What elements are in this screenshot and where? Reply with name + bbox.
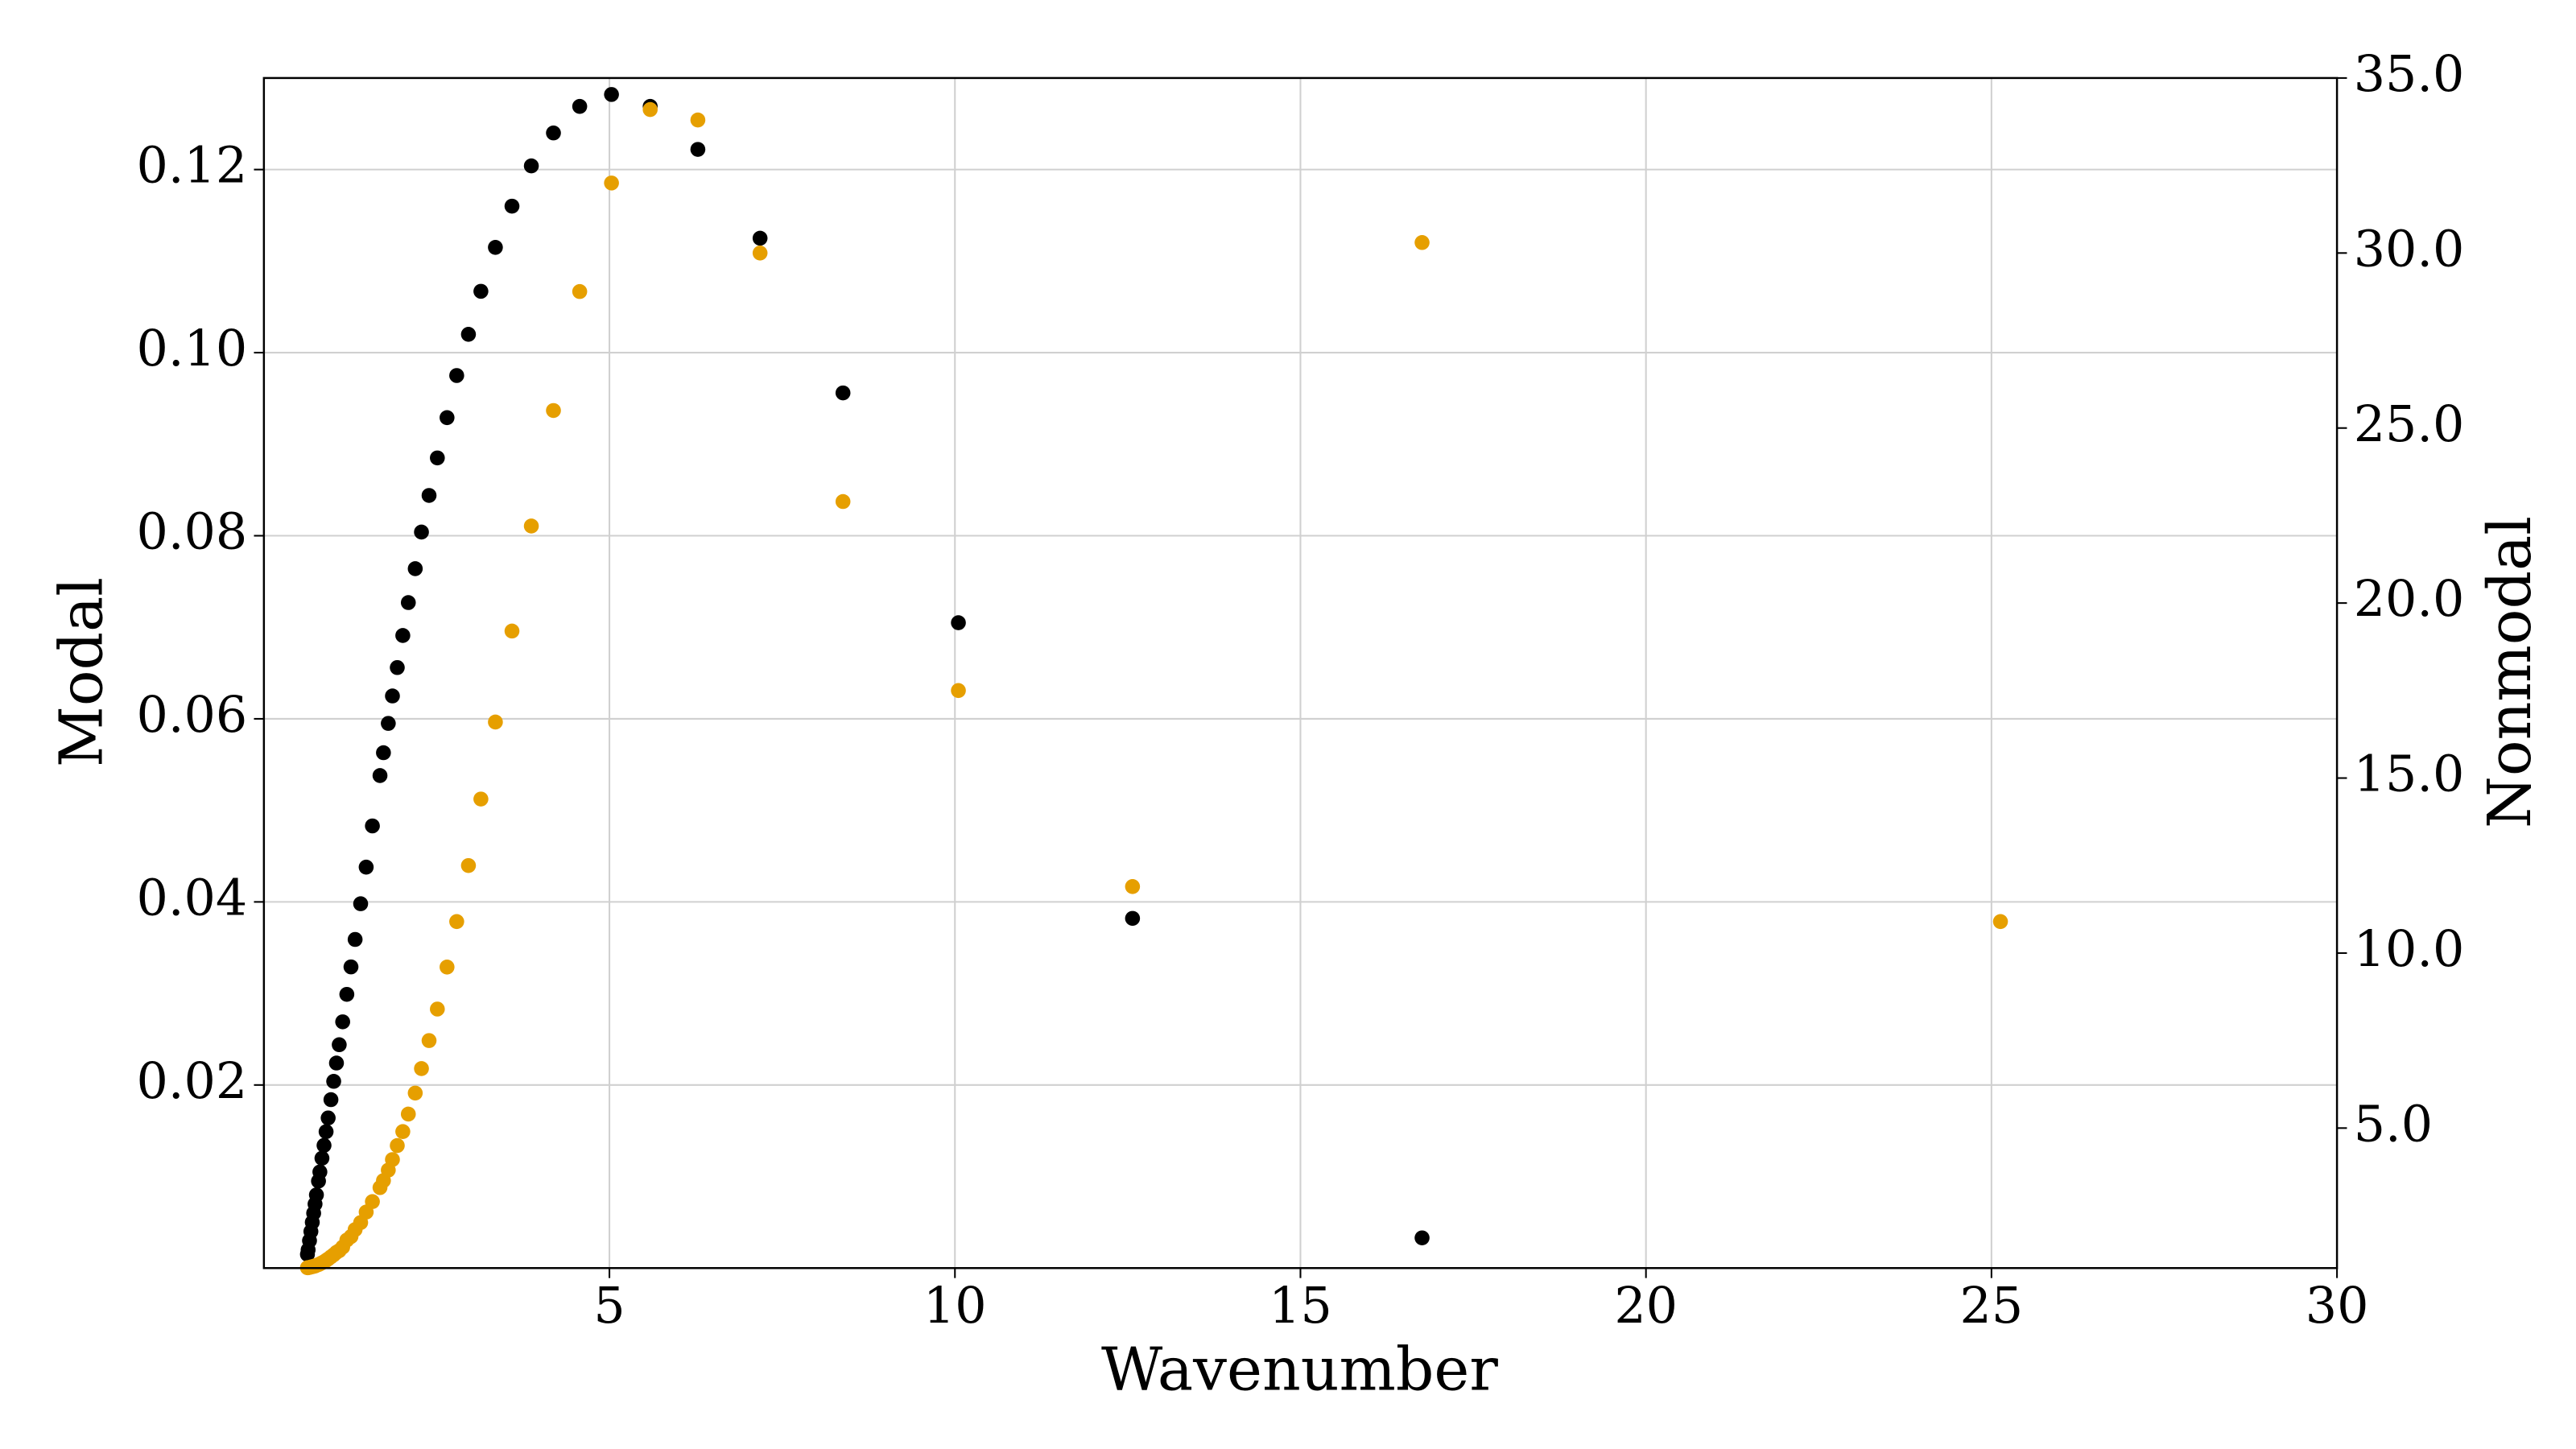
point [690,112,706,128]
point [835,493,851,510]
point [376,745,391,761]
point [449,368,464,383]
point [473,791,489,807]
point [395,1124,411,1139]
point [488,714,503,730]
point [372,768,388,783]
plot-frame [262,76,2339,1269]
point [372,1179,388,1195]
point [1125,879,1141,894]
point [1992,914,2008,930]
point [339,986,355,1002]
point [326,1073,341,1089]
point [752,230,768,246]
point [473,283,489,299]
point [1414,1230,1430,1246]
y-tick-label: 0.12 [137,137,248,195]
point [332,1037,347,1053]
x-tick-label: 25 [1960,1277,2024,1335]
point [335,1014,350,1030]
point [328,1055,345,1071]
x-axis-label: Wavenumber [1101,1335,1498,1405]
point [604,87,619,102]
point [488,240,503,255]
point [385,688,400,704]
point [642,101,658,118]
y-tick-label: 0.06 [137,686,248,744]
y-tick-label: 0.02 [137,1052,248,1110]
x-tick-label: 30 [2306,1277,2369,1335]
point [1414,234,1430,250]
point [358,859,374,875]
point [414,524,429,540]
point [440,410,455,426]
point [572,283,588,299]
x-tick-label: 10 [923,1277,987,1335]
point [407,561,423,576]
point [546,402,561,419]
point [523,158,539,174]
y2-tick-label: 10.0 [2354,920,2465,978]
point [604,175,619,191]
point [414,1061,429,1076]
point [523,518,539,534]
point [400,1106,416,1122]
point [314,1150,330,1166]
points [299,87,2008,1276]
point [353,896,369,911]
y-tick-label: 0.10 [137,320,248,378]
y2-axis-label: Nonmodal [2475,516,2545,828]
y2-tick-label: 25.0 [2354,395,2465,453]
y-tick-label: 0.08 [137,503,248,561]
point [572,98,588,114]
point [690,142,706,157]
point [951,683,966,699]
point [390,1137,405,1154]
y2-tick-label: 20.0 [2354,570,2465,628]
point [504,198,520,214]
y-tick-label: 0.04 [137,869,248,927]
y2-tick-label: 35.0 [2354,45,2465,103]
point [449,914,464,930]
y-axis-label: Modal [47,577,117,767]
x-tick-label: 20 [1614,1277,1678,1335]
y2-tick-label: 15.0 [2354,745,2465,803]
point [381,716,396,731]
point [318,1124,334,1140]
point [347,931,363,947]
x-tick-label: 15 [1269,1277,1332,1335]
point [316,1137,332,1154]
y2-tick-label: 5.0 [2354,1095,2433,1153]
point [835,385,851,401]
point [546,125,561,141]
point [365,818,380,834]
point [430,450,445,466]
point [440,960,455,975]
point [421,1033,437,1048]
point [323,1092,339,1108]
point [407,1085,423,1101]
point [1125,910,1141,927]
x-tick-label: 5 [593,1277,625,1335]
point [311,1173,326,1189]
grid: 5 10 15 20 25 30 0.02 0.04 0.06 0.08 0.10 0.12 5.0 10… [137,45,2465,1335]
point [504,623,520,639]
point [421,488,437,503]
point [343,959,359,975]
point [951,615,966,630]
point [395,628,411,643]
y2-tick-label: 30.0 [2354,220,2465,278]
point [430,1001,445,1017]
point [299,1246,316,1262]
point [460,857,477,873]
point [400,595,416,610]
point [390,659,405,675]
point [320,1110,336,1126]
point [752,246,768,261]
point [460,327,477,342]
